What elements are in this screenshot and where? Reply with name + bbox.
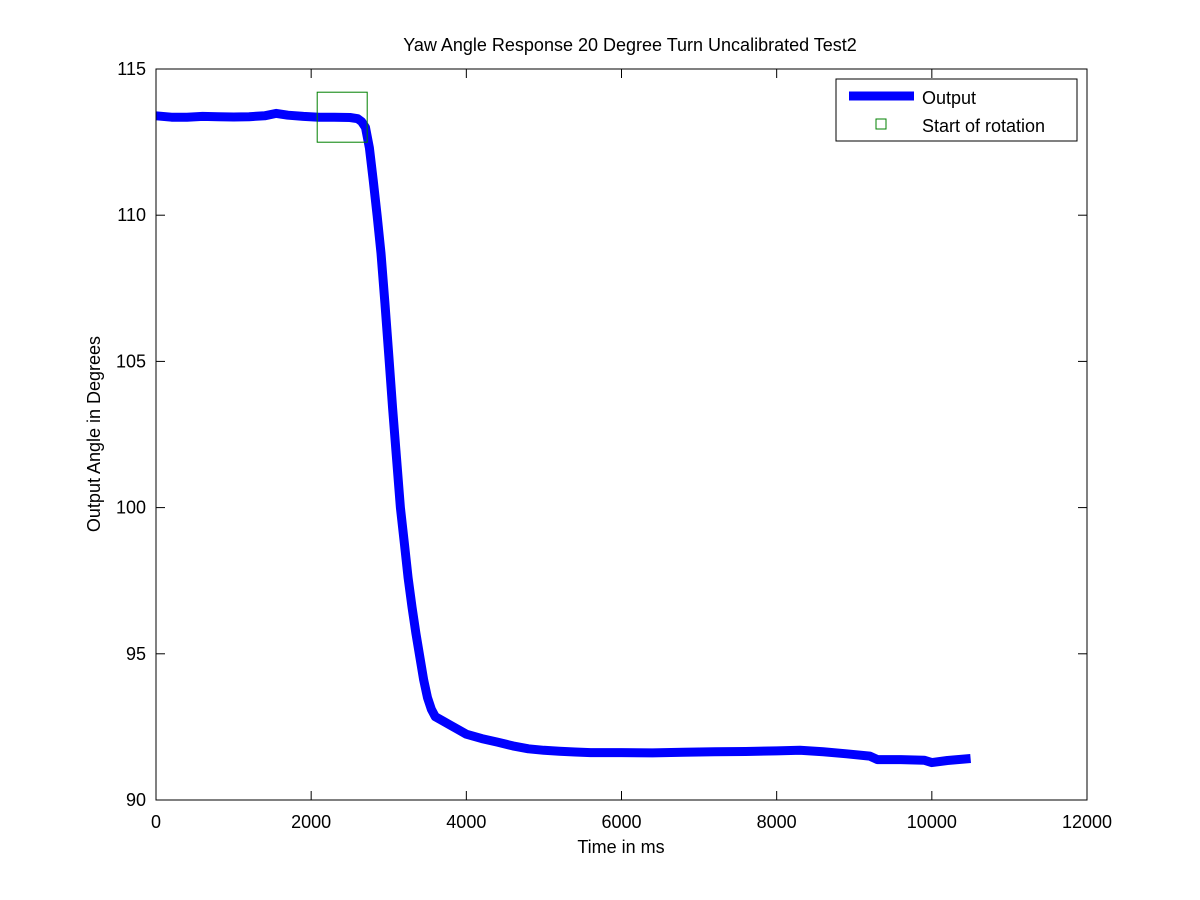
series-layer — [155, 91, 971, 768]
x-tick-label: 6000 — [601, 812, 641, 832]
legend-start-marker — [875, 118, 887, 130]
y-axis-label: Output Angle in Degrees — [84, 336, 104, 532]
y-axis: 90 95 100 105 110 115 — [116, 59, 1087, 810]
plot-area — [156, 69, 1087, 800]
legend-box — [835, 78, 1078, 142]
legend-start-label: Start of rotation — [922, 116, 1045, 136]
output-series-line — [155, 108, 971, 768]
legend: Output Start of rotation — [835, 78, 1078, 142]
y-tick-label: 105 — [116, 351, 146, 371]
x-tick-label: 0 — [151, 812, 161, 832]
x-axis-label: Time in ms — [577, 837, 664, 857]
legend-output-label: Output — [922, 88, 976, 108]
y-tick-label: 110 — [117, 205, 146, 225]
y-tick-label: 100 — [116, 498, 146, 518]
x-axis: 0 2000 4000 6000 8000 10000 12000 — [151, 69, 1112, 832]
x-tick-label: 10000 — [907, 812, 957, 832]
y-tick-label: 95 — [126, 644, 146, 664]
x-tick-label: 8000 — [757, 812, 797, 832]
y-tick-label: 90 — [126, 790, 146, 810]
x-tick-label: 2000 — [291, 812, 331, 832]
x-tick-label: 12000 — [1062, 812, 1112, 832]
start-of-rotation-marker — [316, 91, 368, 143]
y-tick-label: 115 — [117, 59, 146, 79]
x-tick-label: 4000 — [446, 812, 486, 832]
chart-title: Yaw Angle Response 20 Degree Turn Uncali… — [403, 35, 857, 55]
